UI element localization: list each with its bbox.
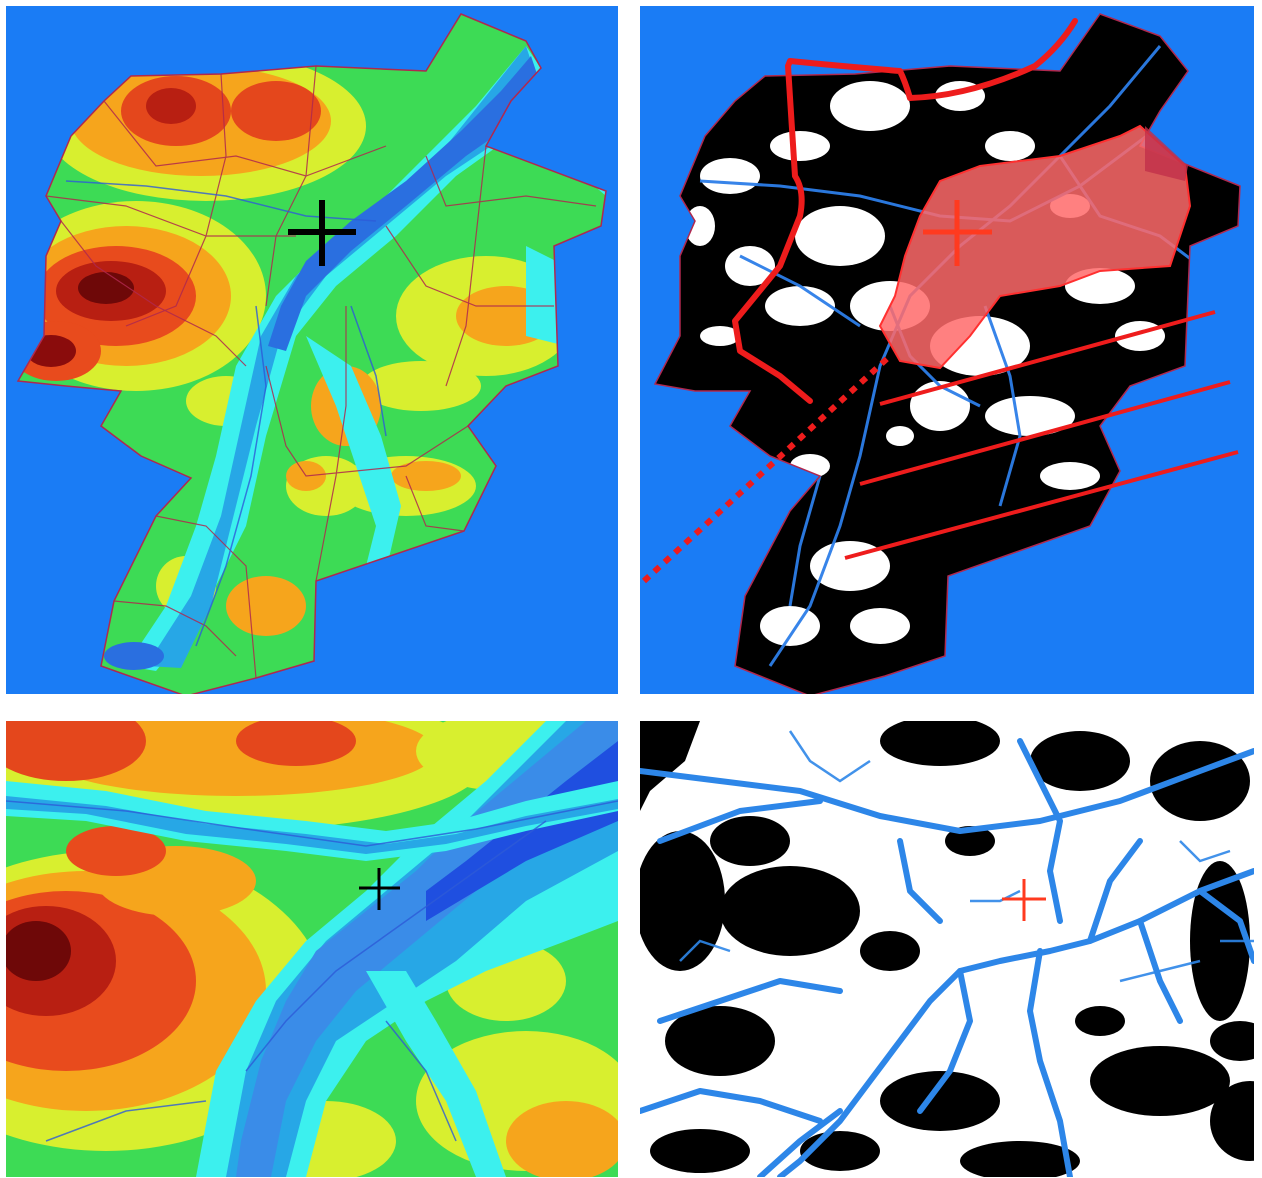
binary-map-full-canvas — [640, 6, 1254, 694]
red-parallel-lines — [844, 310, 1239, 560]
binary-map-zoom-canvas — [640, 721, 1254, 1177]
cross-marker — [288, 200, 356, 266]
red-outline-line — [732, 18, 1078, 404]
cross-marker — [359, 868, 400, 910]
elevation-map-zoom — [6, 721, 618, 1177]
cross-marker — [923, 200, 992, 266]
urban-area-overlay — [878, 124, 1192, 370]
elevation-map-zoom-canvas — [6, 721, 618, 1177]
cross-marker — [1002, 879, 1046, 921]
elevation-map-full — [6, 6, 618, 694]
dark-class-patches — [640, 721, 1254, 1177]
binary-map-zoom — [640, 721, 1254, 1177]
municipal-boundary — [16, 13, 607, 694]
municipal-boundary — [653, 13, 1241, 694]
elevation-map-full-canvas — [6, 6, 618, 694]
hydrography-network — [640, 738, 1254, 1177]
binary-map-full — [640, 6, 1254, 694]
urban-area-overlay-dark — [1145, 126, 1188, 181]
